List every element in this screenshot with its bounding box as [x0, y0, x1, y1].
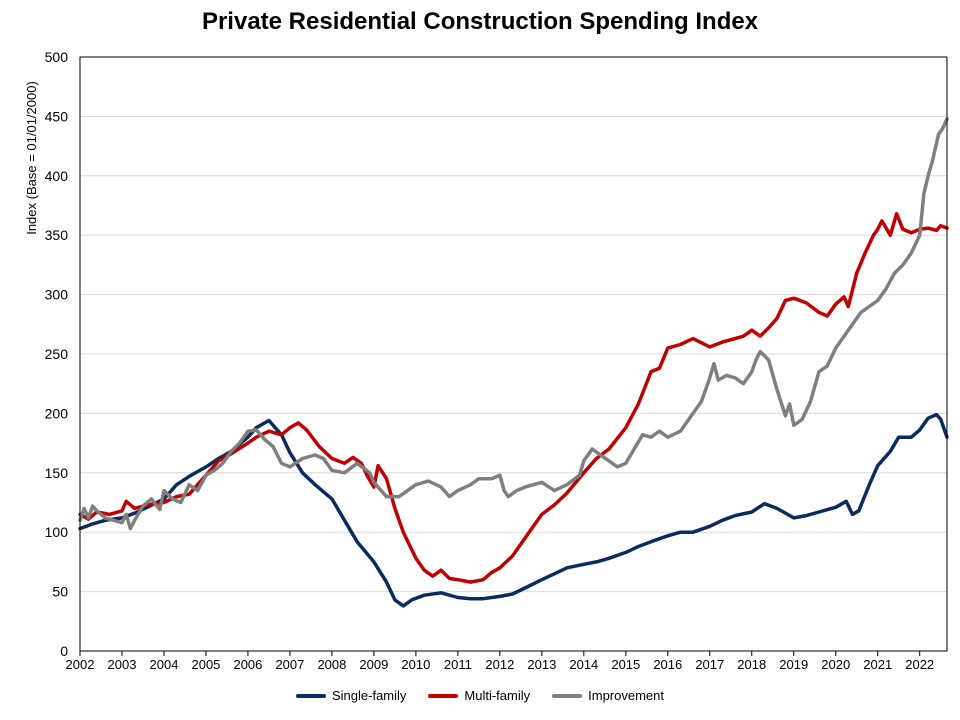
- legend-swatch-multi-family: [428, 693, 459, 698]
- x-tick-label: 2013: [527, 657, 556, 672]
- x-tick-label: 2002: [66, 657, 95, 672]
- x-tick-label: 2009: [359, 657, 388, 672]
- y-tick-label: 0: [60, 643, 68, 659]
- plot-area-border: [79, 56, 948, 652]
- x-tick-label: 2012: [485, 657, 514, 672]
- y-tick-label: 100: [45, 524, 69, 540]
- x-tick-label: 2021: [863, 657, 892, 672]
- legend-item-single-family: Single-family: [295, 688, 407, 703]
- legend: Single-family Multi-family Improvement: [0, 688, 960, 703]
- series-line-multi-family: [78, 212, 949, 584]
- x-tick-label: 2010: [401, 657, 430, 672]
- x-tick-label: 2003: [108, 657, 137, 672]
- series-lines: [78, 117, 949, 608]
- x-tick-label: 2008: [317, 657, 346, 672]
- x-tick-label: 2014: [569, 657, 598, 672]
- x-tick-label: 2011: [444, 657, 472, 672]
- x-tick-label: 2022: [905, 657, 934, 672]
- x-tick-label: 2016: [653, 657, 682, 672]
- series-line-improvement: [78, 117, 949, 531]
- y-tick-label: 350: [45, 227, 69, 243]
- x-tick-label: 2007: [275, 657, 304, 672]
- y-axis-label: Index (Base = 01/01/2000): [24, 81, 39, 235]
- chart-title: Private Residential Construction Spendin…: [201, 8, 759, 35]
- y-tick-label: 450: [45, 108, 69, 124]
- y-tick-label: 150: [45, 465, 69, 481]
- legend-item-improvement: Improvement: [552, 688, 664, 703]
- y-tick-label: 50: [52, 584, 68, 600]
- y-tick-label: 500: [45, 49, 69, 65]
- legend-label-improvement: Improvement: [588, 688, 665, 703]
- x-tick-label: 2006: [233, 657, 262, 672]
- y-tick-label: 250: [45, 346, 69, 362]
- x-tick-label: 2018: [737, 657, 766, 672]
- x-tick-label: 2005: [191, 657, 220, 672]
- legend-item-multi-family: Multi-family: [428, 688, 530, 703]
- x-tick-labels: 2002 2003 2004 2005 2006 2007 2008 2009 2010 2011…: [66, 651, 934, 672]
- legend-swatch-improvement: [552, 693, 583, 698]
- legend-swatch-single-family: [295, 693, 326, 698]
- y-tick-label: 200: [45, 405, 69, 421]
- y-tick-label: 400: [45, 168, 69, 184]
- legend-label-multi-family: Multi-family: [464, 688, 531, 703]
- gridlines: [80, 115, 947, 593]
- x-tick-label: 2017: [695, 657, 724, 672]
- legend-label-single-family: Single-family: [331, 688, 407, 703]
- x-tick-label: 2020: [821, 657, 850, 672]
- y-tick-label: 300: [45, 287, 69, 303]
- series-line-single-family: [78, 412, 949, 608]
- x-tick-label: 2015: [611, 657, 640, 672]
- x-tick-label: 2004: [150, 657, 179, 672]
- x-tick-label: 2019: [779, 657, 808, 672]
- y-tick-labels: 0 50 100 150 200 250 300 350 400 450 500: [45, 49, 69, 659]
